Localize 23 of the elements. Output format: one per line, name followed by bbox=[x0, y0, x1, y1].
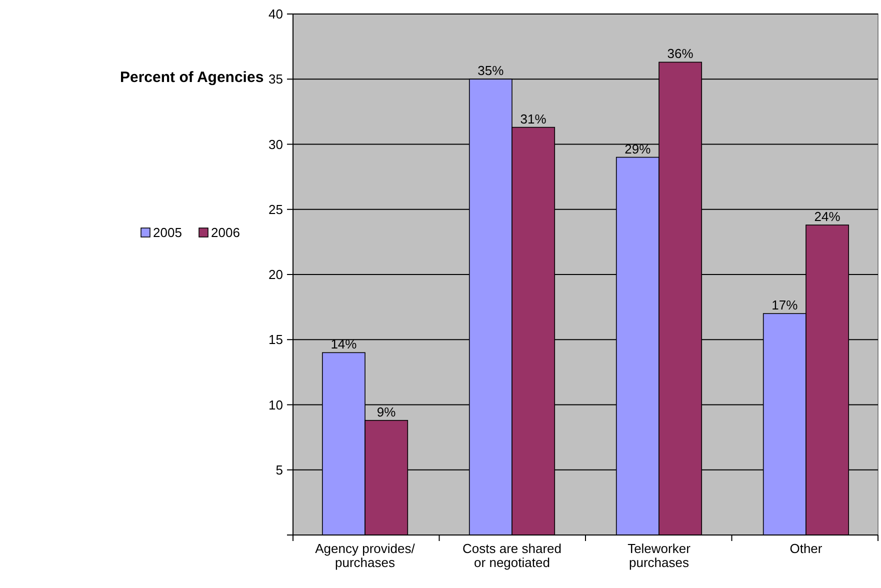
y-tick-label: 30 bbox=[268, 136, 283, 152]
x-tick-label: Costs are shared or negotiated bbox=[462, 541, 562, 570]
y-tick-label: 5 bbox=[276, 462, 283, 478]
y-tick-label: 35 bbox=[268, 72, 283, 87]
y-tick-label: 15 bbox=[268, 332, 283, 348]
data-label: 9% bbox=[376, 404, 396, 420]
data-label: 35% bbox=[478, 63, 504, 78]
y-tick-label: 25 bbox=[268, 202, 283, 217]
y-axis-title: Percent of Agencies bbox=[120, 69, 264, 86]
data-label: 36% bbox=[667, 46, 694, 62]
y-tick-label: 40 bbox=[268, 6, 283, 22]
legend-label: 2006 bbox=[211, 225, 240, 240]
data-label: 29% bbox=[624, 141, 652, 156]
legend-label: 2005 bbox=[153, 225, 182, 240]
y-tick-label: 10 bbox=[268, 397, 283, 412]
data-label: 14% bbox=[330, 336, 358, 352]
x-tick-label: Other bbox=[790, 541, 823, 556]
y-tick-label: 20 bbox=[268, 267, 283, 282]
data-label: 31% bbox=[520, 111, 547, 126]
data-label: 17% bbox=[772, 298, 798, 313]
x-tick-label: Teleworker purchases bbox=[628, 541, 692, 570]
data-label: 24% bbox=[814, 209, 841, 224]
x-tick-label: Agency provides/ purchases bbox=[315, 541, 416, 570]
